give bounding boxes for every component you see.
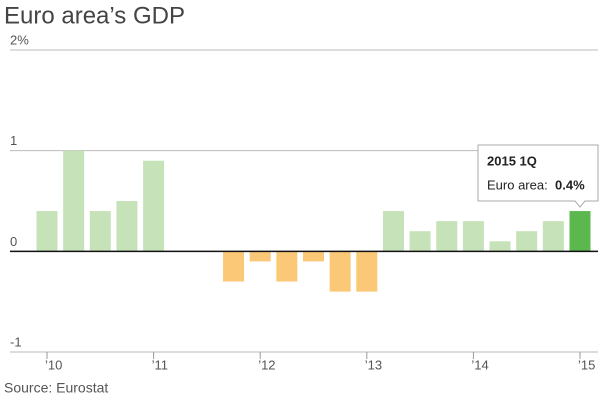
bar (409, 231, 431, 252)
x-tick-label: ’15 (578, 357, 595, 372)
x-tick-label: ’11 (152, 357, 168, 372)
bar (36, 211, 58, 252)
x-tick-label: ’14 (471, 357, 488, 372)
chart-title: Euro area’s GDP (4, 2, 185, 29)
bar (303, 251, 324, 262)
tooltip-box (477, 144, 599, 208)
bar (249, 251, 271, 262)
y-tick-label: 0 (10, 234, 17, 249)
bar (462, 221, 484, 252)
x-tick-label: ’13 (365, 357, 382, 372)
bar (89, 211, 111, 252)
bar (143, 160, 165, 252)
x-tick-label: ’12 (258, 357, 275, 372)
y-tick-label: 2% (10, 32, 29, 47)
tooltip-title: 2015 1Q (487, 153, 537, 168)
bar (63, 150, 85, 252)
bar (329, 251, 351, 292)
bar (542, 221, 564, 252)
bar (382, 211, 404, 252)
bar (489, 241, 511, 252)
source: Source: Eurostat (4, 380, 108, 396)
bar (516, 231, 538, 252)
y-tick-label: 1 (10, 133, 17, 148)
bar (569, 211, 591, 252)
tooltip-label: Euro area: (487, 177, 548, 192)
y-tick-label: -1 (10, 334, 22, 349)
bar (276, 251, 298, 282)
x-tick-label: ’10 (45, 357, 62, 372)
bar (356, 251, 378, 292)
tooltip-value: 0.4% (555, 177, 585, 192)
bar (116, 201, 138, 252)
bar (436, 221, 458, 252)
bar (223, 251, 245, 282)
